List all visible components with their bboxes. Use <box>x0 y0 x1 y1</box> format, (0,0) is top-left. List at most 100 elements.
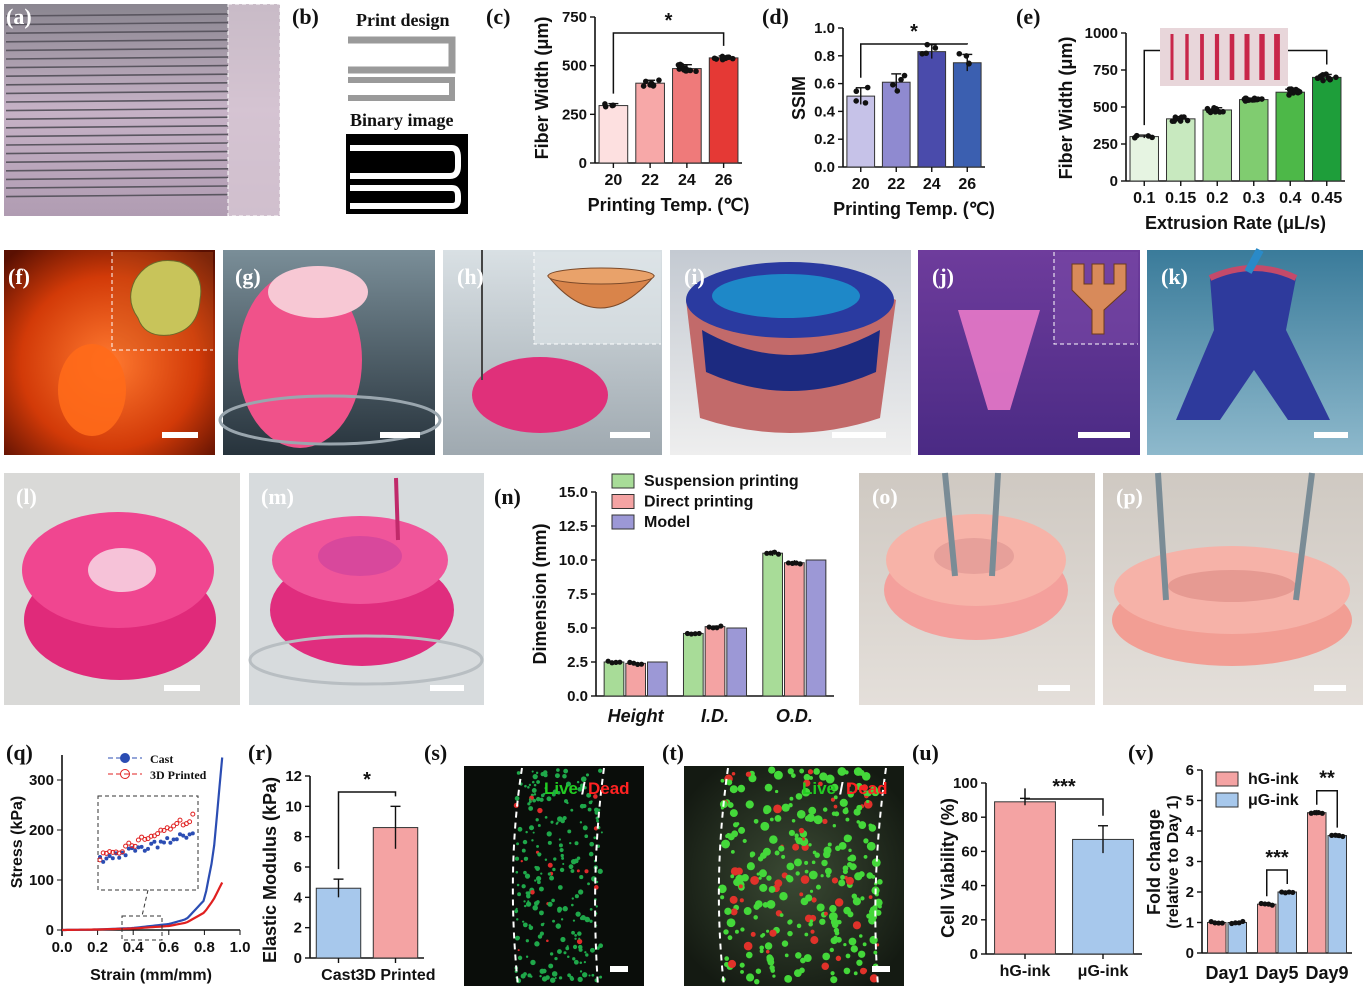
cell-dot <box>758 869 767 878</box>
bar <box>635 82 665 164</box>
y-axis-label-2: (relative to Day 1) <box>1165 795 1182 928</box>
cell-dot <box>558 838 562 841</box>
cell-dot <box>562 862 565 865</box>
cell-dot <box>731 830 739 838</box>
panel-label-t: (t) <box>662 740 684 765</box>
cell-dot <box>536 844 539 848</box>
chart-u: 0 20 40 60 80 100 hG-ink μG-ink Cell Viability (… <box>938 775 1142 980</box>
cell-dot <box>527 786 530 789</box>
cell-dot <box>533 783 537 787</box>
cell-dot <box>530 890 535 895</box>
cell-dot <box>743 941 753 951</box>
x-tick-label: Height <box>608 706 665 726</box>
cell-dot <box>516 771 521 775</box>
data-point <box>605 658 611 664</box>
cell-dot <box>542 968 547 974</box>
cell-dot <box>593 794 598 799</box>
cell-dot <box>571 930 575 935</box>
cell-dot <box>822 807 828 812</box>
data-point <box>1145 133 1152 139</box>
inset-point <box>165 836 170 841</box>
cell-dot <box>579 970 583 973</box>
inset-point <box>97 857 103 863</box>
cell-dot <box>551 971 558 977</box>
y-tick-label: 0.8 <box>814 48 835 65</box>
y-tick-label: 750 <box>1093 62 1118 79</box>
x-tick-label: 26 <box>715 172 733 189</box>
cell-dot <box>535 818 539 822</box>
y-tick-label: 0.0 <box>567 688 588 705</box>
cell-dot <box>835 955 842 962</box>
cell-dot <box>764 783 773 792</box>
cell-dot <box>589 947 595 953</box>
cell-dot <box>578 944 583 950</box>
cell-dot <box>579 821 583 824</box>
data-point <box>1215 920 1222 926</box>
cell-dot <box>804 869 809 874</box>
inset-point <box>133 848 138 853</box>
cell-dot <box>803 954 812 963</box>
live-label-t: Live <box>802 779 836 798</box>
cell-dot <box>730 849 735 854</box>
inset-point <box>126 846 131 851</box>
cell-dot <box>745 800 754 809</box>
filament-line <box>5 159 229 163</box>
cell-dot <box>805 775 811 780</box>
cell-dot <box>556 821 559 824</box>
cell-dot <box>823 850 831 859</box>
cell-dot <box>779 892 788 901</box>
cell-dot <box>759 949 764 954</box>
cell-dot <box>723 929 729 935</box>
cell-dot <box>769 929 777 937</box>
cell-dot <box>554 773 560 779</box>
cell-dot <box>845 876 854 885</box>
cell-dot <box>809 889 814 893</box>
cell-dot <box>768 886 776 893</box>
data-point <box>631 660 637 666</box>
data-point <box>1232 920 1239 926</box>
cell-dot <box>726 918 736 928</box>
y-tick-label: 0.4 <box>814 103 836 120</box>
cell-dot <box>539 910 544 916</box>
data-point <box>710 625 716 631</box>
y-tick-label: 100 <box>29 872 54 889</box>
panel-s-image <box>464 766 644 987</box>
bar <box>1227 922 1247 954</box>
cell-dot <box>805 894 813 902</box>
chart-c: 0 250 500 750 20 22 24 26 Printing Temp. (℃) Fibe… <box>532 9 749 215</box>
print-design-path-2 <box>348 37 455 101</box>
data-point <box>775 551 782 557</box>
filament-line <box>5 21 229 26</box>
cell-dot <box>849 863 857 871</box>
data-point <box>1320 77 1326 84</box>
cell-dot <box>522 839 528 845</box>
data-point <box>693 68 699 75</box>
chart-r: 0 2 4 6 8 10 12 Cast 3D Printed Elastic Modulus (… <box>260 768 436 984</box>
cell-dot <box>729 895 738 904</box>
dead-label-t: Dead <box>846 779 888 798</box>
bar <box>952 62 982 168</box>
data-point <box>627 659 633 665</box>
cell-dot <box>816 903 825 912</box>
cell-dot <box>766 875 772 881</box>
data-point <box>1131 134 1138 141</box>
filament-line <box>5 99 229 103</box>
data-point <box>609 660 615 666</box>
data-point <box>864 84 871 91</box>
panel-p-photo <box>1103 472 1363 705</box>
cell-dot <box>573 959 579 965</box>
cell-dot <box>753 903 760 910</box>
cell-dot <box>823 911 828 916</box>
cell-dot <box>523 972 527 976</box>
y-tick-label: 12.5 <box>559 518 588 535</box>
cell-dot <box>860 896 865 901</box>
cell-dot <box>804 860 809 865</box>
cell-dot <box>787 768 794 775</box>
y-tick-label: 7.5 <box>567 586 588 603</box>
cell-dot <box>540 922 545 927</box>
data-point <box>1262 901 1268 907</box>
cell-dot <box>549 952 554 956</box>
cell-dot <box>735 867 743 875</box>
data-point <box>919 50 925 57</box>
inset-point <box>177 817 183 823</box>
